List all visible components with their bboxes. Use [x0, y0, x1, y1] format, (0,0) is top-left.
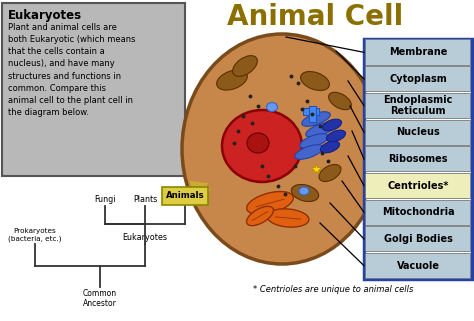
FancyBboxPatch shape	[365, 199, 471, 225]
Text: Animals: Animals	[166, 192, 204, 201]
FancyBboxPatch shape	[365, 66, 471, 91]
Text: Golgi Bodies: Golgi Bodies	[383, 234, 453, 244]
Ellipse shape	[302, 112, 330, 126]
Text: Vacuole: Vacuole	[396, 261, 439, 271]
Text: Animal Cell: Animal Cell	[227, 3, 403, 31]
FancyBboxPatch shape	[365, 173, 471, 198]
Ellipse shape	[267, 209, 309, 227]
Ellipse shape	[322, 119, 342, 131]
FancyBboxPatch shape	[365, 253, 471, 278]
Text: Membrane: Membrane	[389, 47, 447, 57]
Ellipse shape	[328, 92, 351, 110]
Ellipse shape	[300, 134, 328, 148]
Ellipse shape	[182, 34, 382, 264]
Text: Eukaryotes: Eukaryotes	[8, 9, 82, 22]
Ellipse shape	[320, 141, 339, 153]
FancyArrowPatch shape	[189, 181, 210, 199]
Text: Cytoplasm: Cytoplasm	[389, 74, 447, 84]
Text: Nucleus: Nucleus	[396, 127, 440, 137]
Ellipse shape	[222, 110, 302, 182]
Text: Ribosomes: Ribosomes	[388, 154, 448, 164]
Text: Common
Ancestor: Common Ancestor	[83, 289, 117, 308]
Text: Endoplasmic
Reticulum: Endoplasmic Reticulum	[383, 95, 453, 116]
Text: Centrioles*: Centrioles*	[387, 181, 449, 191]
Ellipse shape	[301, 72, 329, 91]
Ellipse shape	[292, 185, 319, 202]
FancyBboxPatch shape	[162, 187, 208, 205]
FancyBboxPatch shape	[365, 146, 471, 171]
Ellipse shape	[295, 145, 323, 159]
Text: Prokaryotes
(bacteria, etc.): Prokaryotes (bacteria, etc.)	[8, 229, 62, 242]
Text: Plants: Plants	[133, 195, 157, 204]
Ellipse shape	[266, 102, 277, 111]
Text: Plant and animal cells are
both Eukaryotic (which means
that the cells contain a: Plant and animal cells are both Eukaryot…	[8, 23, 136, 117]
FancyBboxPatch shape	[2, 3, 185, 176]
FancyBboxPatch shape	[365, 39, 471, 65]
Text: Mitochondria: Mitochondria	[382, 207, 454, 217]
Text: Eukaryotes: Eukaryotes	[122, 233, 167, 242]
Ellipse shape	[217, 70, 247, 90]
Ellipse shape	[246, 192, 293, 214]
Ellipse shape	[233, 56, 257, 76]
Ellipse shape	[327, 130, 346, 142]
Ellipse shape	[319, 164, 341, 182]
Ellipse shape	[246, 206, 273, 226]
Text: * Centrioles are unique to animal cells: * Centrioles are unique to animal cells	[253, 285, 413, 294]
Text: Fungi: Fungi	[94, 195, 116, 204]
Ellipse shape	[247, 133, 269, 153]
Ellipse shape	[299, 187, 309, 195]
FancyBboxPatch shape	[365, 119, 471, 145]
FancyBboxPatch shape	[365, 93, 471, 118]
FancyBboxPatch shape	[303, 108, 319, 115]
FancyBboxPatch shape	[365, 226, 471, 251]
FancyBboxPatch shape	[364, 39, 472, 279]
Ellipse shape	[306, 123, 334, 137]
FancyBboxPatch shape	[309, 106, 316, 122]
